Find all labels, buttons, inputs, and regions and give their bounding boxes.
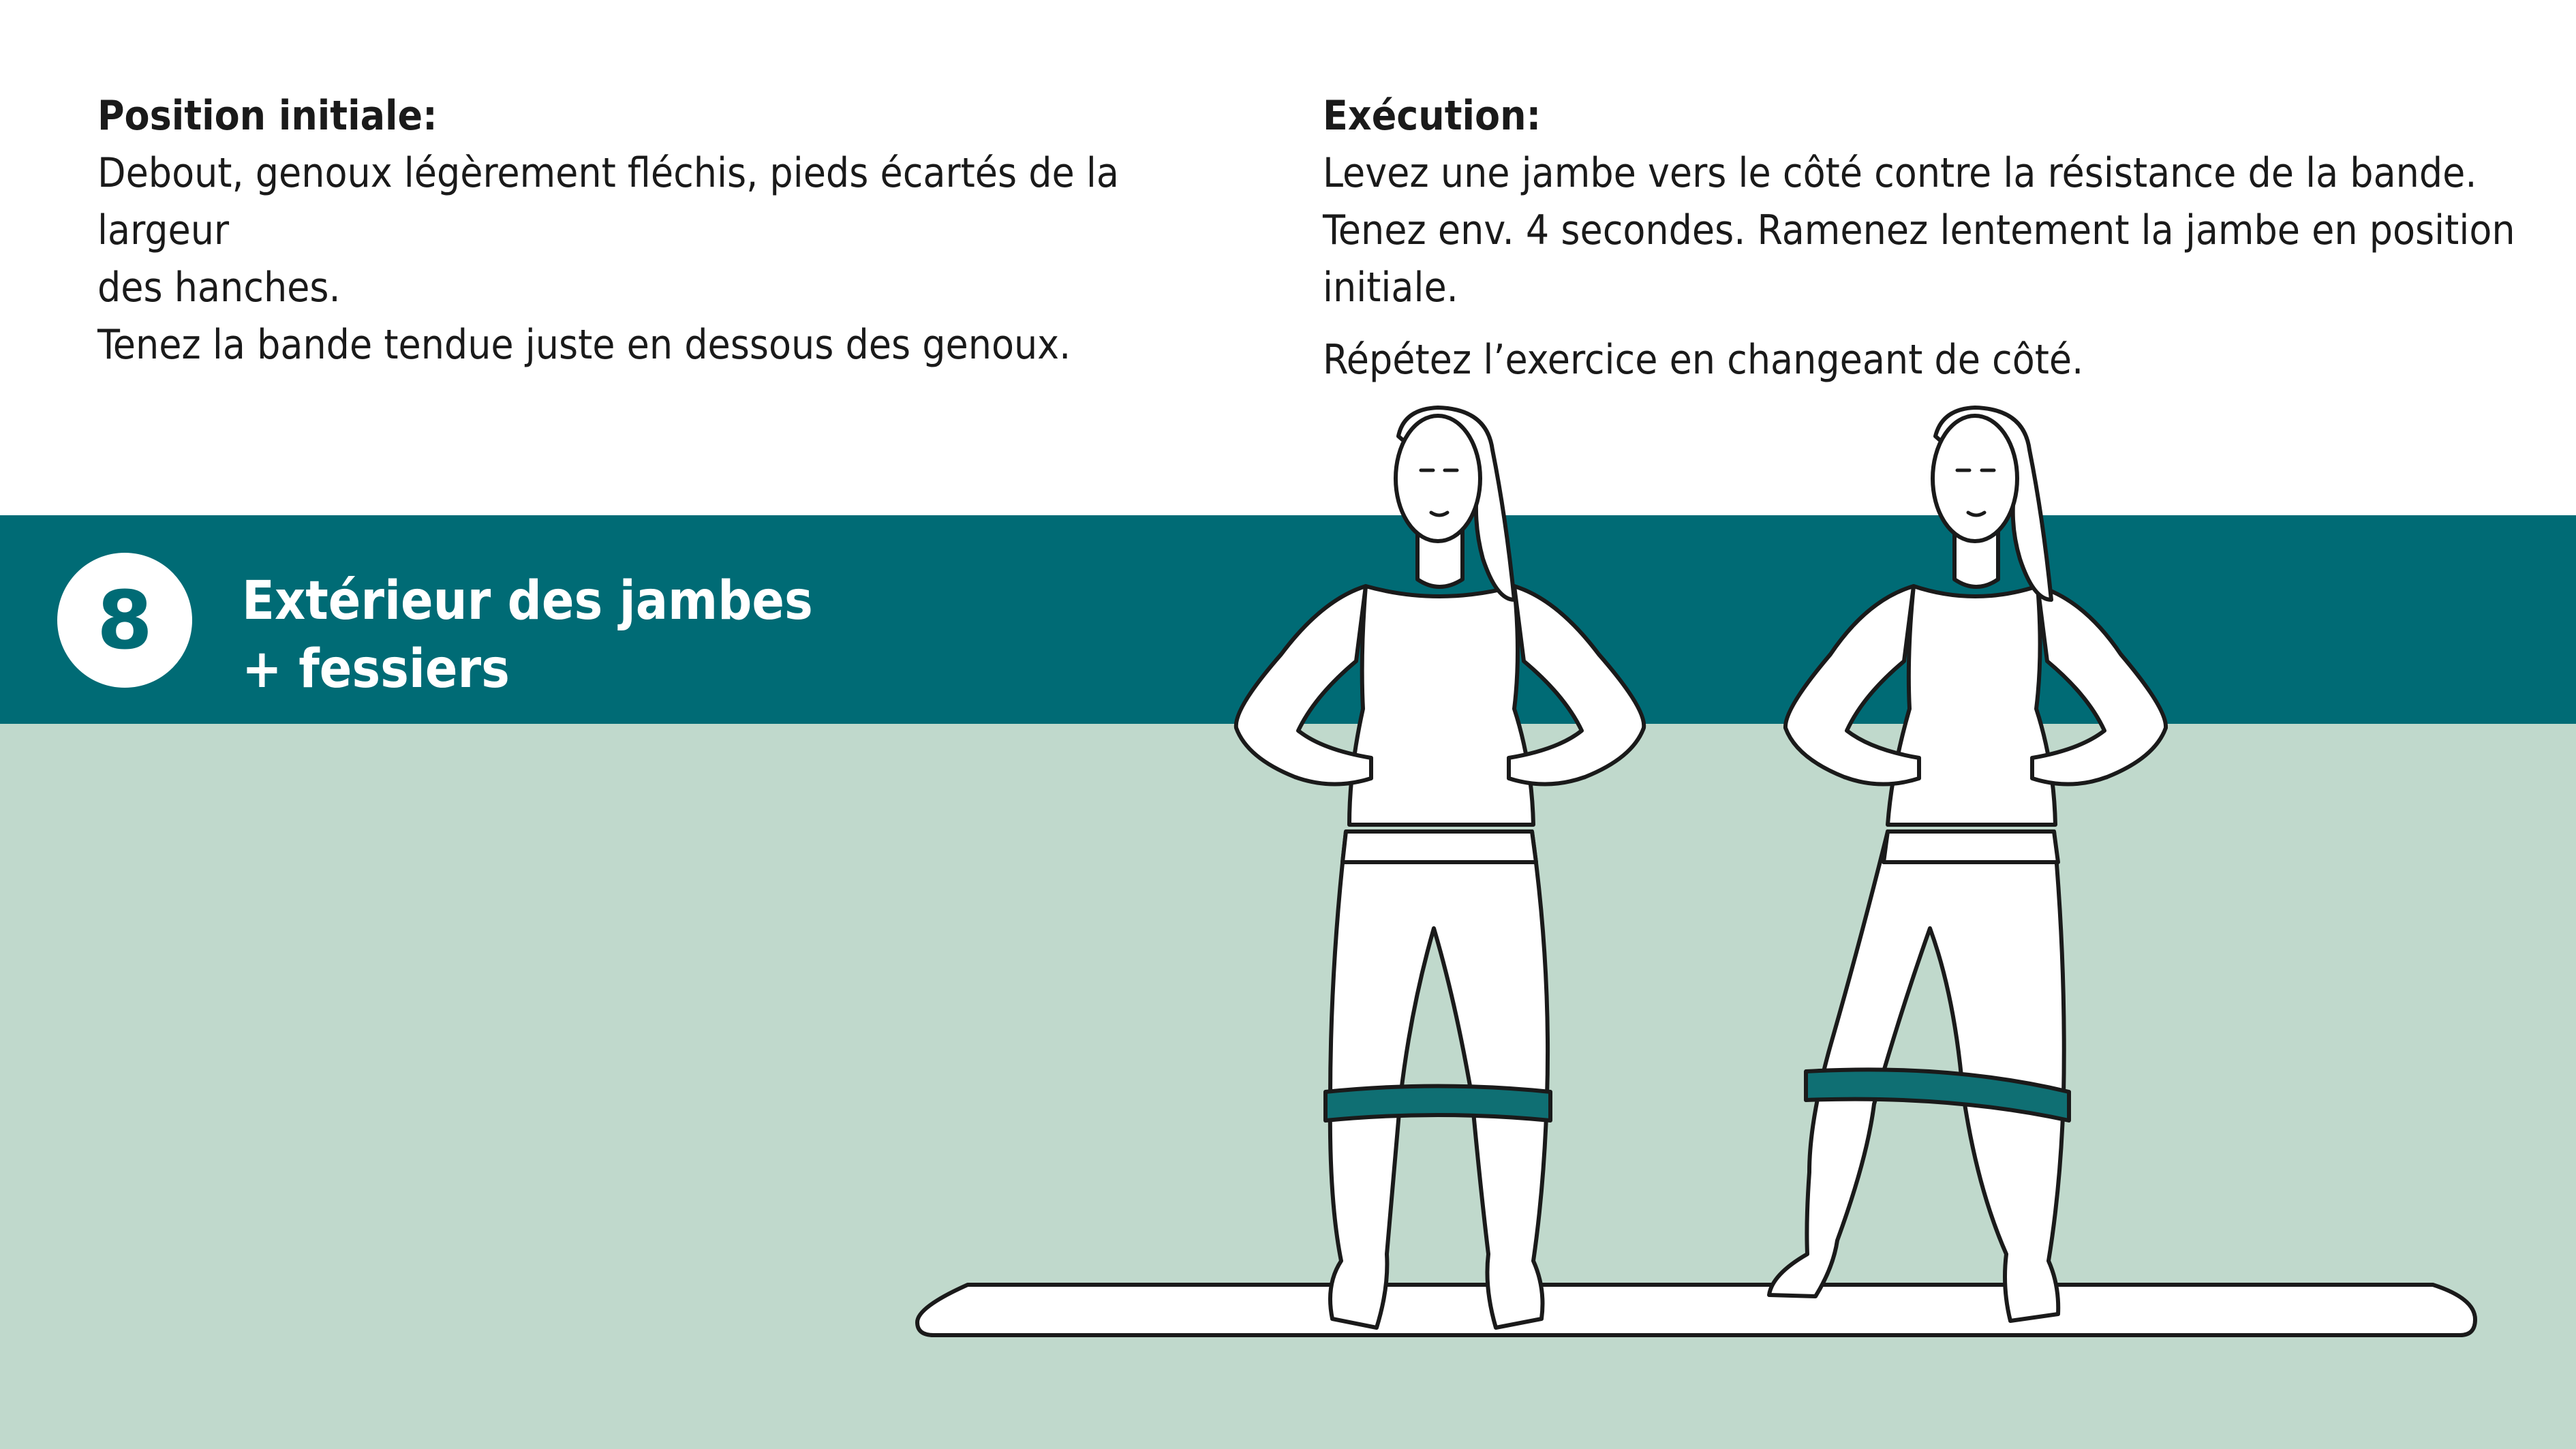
exercise-title-line-1: Extérieur des jambes	[242, 570, 813, 632]
initial-position-line: des hanches.	[97, 264, 341, 311]
execution-repeat-line: Répétez l’exercice en changeant de côté.	[1323, 336, 2084, 384]
woman-leg-raise-with-band-icon	[1767, 406, 2168, 1323]
execution-heading: Exécution:	[1323, 92, 1542, 140]
exercise-title-line-2: + fessiers	[242, 639, 510, 700]
execution-line: initiale.	[1323, 264, 1458, 311]
initial-position-line: Tenez la bande tendue juste en dessous d…	[97, 321, 1071, 369]
exercise-mat-icon	[915, 1283, 2477, 1337]
woman-standing-with-band-icon	[1233, 406, 1646, 1330]
initial-position-line: Debout, genoux légèrement fléchis, pieds…	[97, 149, 1119, 254]
execution-line: Tenez env. 4 secondes. Ramenez lentement…	[1323, 207, 2515, 254]
exercise-number-badge: 8	[57, 553, 192, 688]
execution-line: Levez une jambe vers le côté contre la r…	[1323, 149, 2477, 197]
initial-position-heading: Position initiale:	[97, 92, 438, 140]
initial-position-section: Position initiale: Debout, genoux légère…	[97, 87, 1256, 373]
exercise-title: Extérieur des jambes + fessiers	[242, 567, 813, 703]
execution-section: Exécution: Levez une jambe vers le côté …	[1323, 87, 2536, 388]
